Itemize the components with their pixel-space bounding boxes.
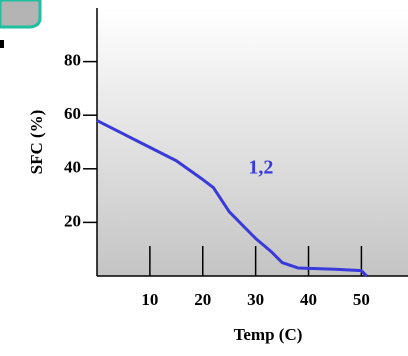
annotation: 1,2 [248,156,273,178]
x-axis-label: Temp (C) [234,325,303,344]
y-tick-label: 80 [64,51,81,70]
x-tick-label: 20 [194,290,211,309]
plot-area [97,8,408,276]
x-tick-label: 30 [247,290,264,309]
decoration [0,40,4,48]
decoration [0,0,42,29]
y-axis-label: SFC (%) [27,110,46,175]
x-tick-label: 40 [300,290,317,309]
y-tick-label: 60 [64,104,81,123]
y-tick-label: 20 [64,211,81,230]
x-tick-label: 50 [353,290,370,309]
x-tick-label: 10 [141,290,158,309]
data-line [96,119,368,278]
y-tick-label: 40 [64,158,81,177]
